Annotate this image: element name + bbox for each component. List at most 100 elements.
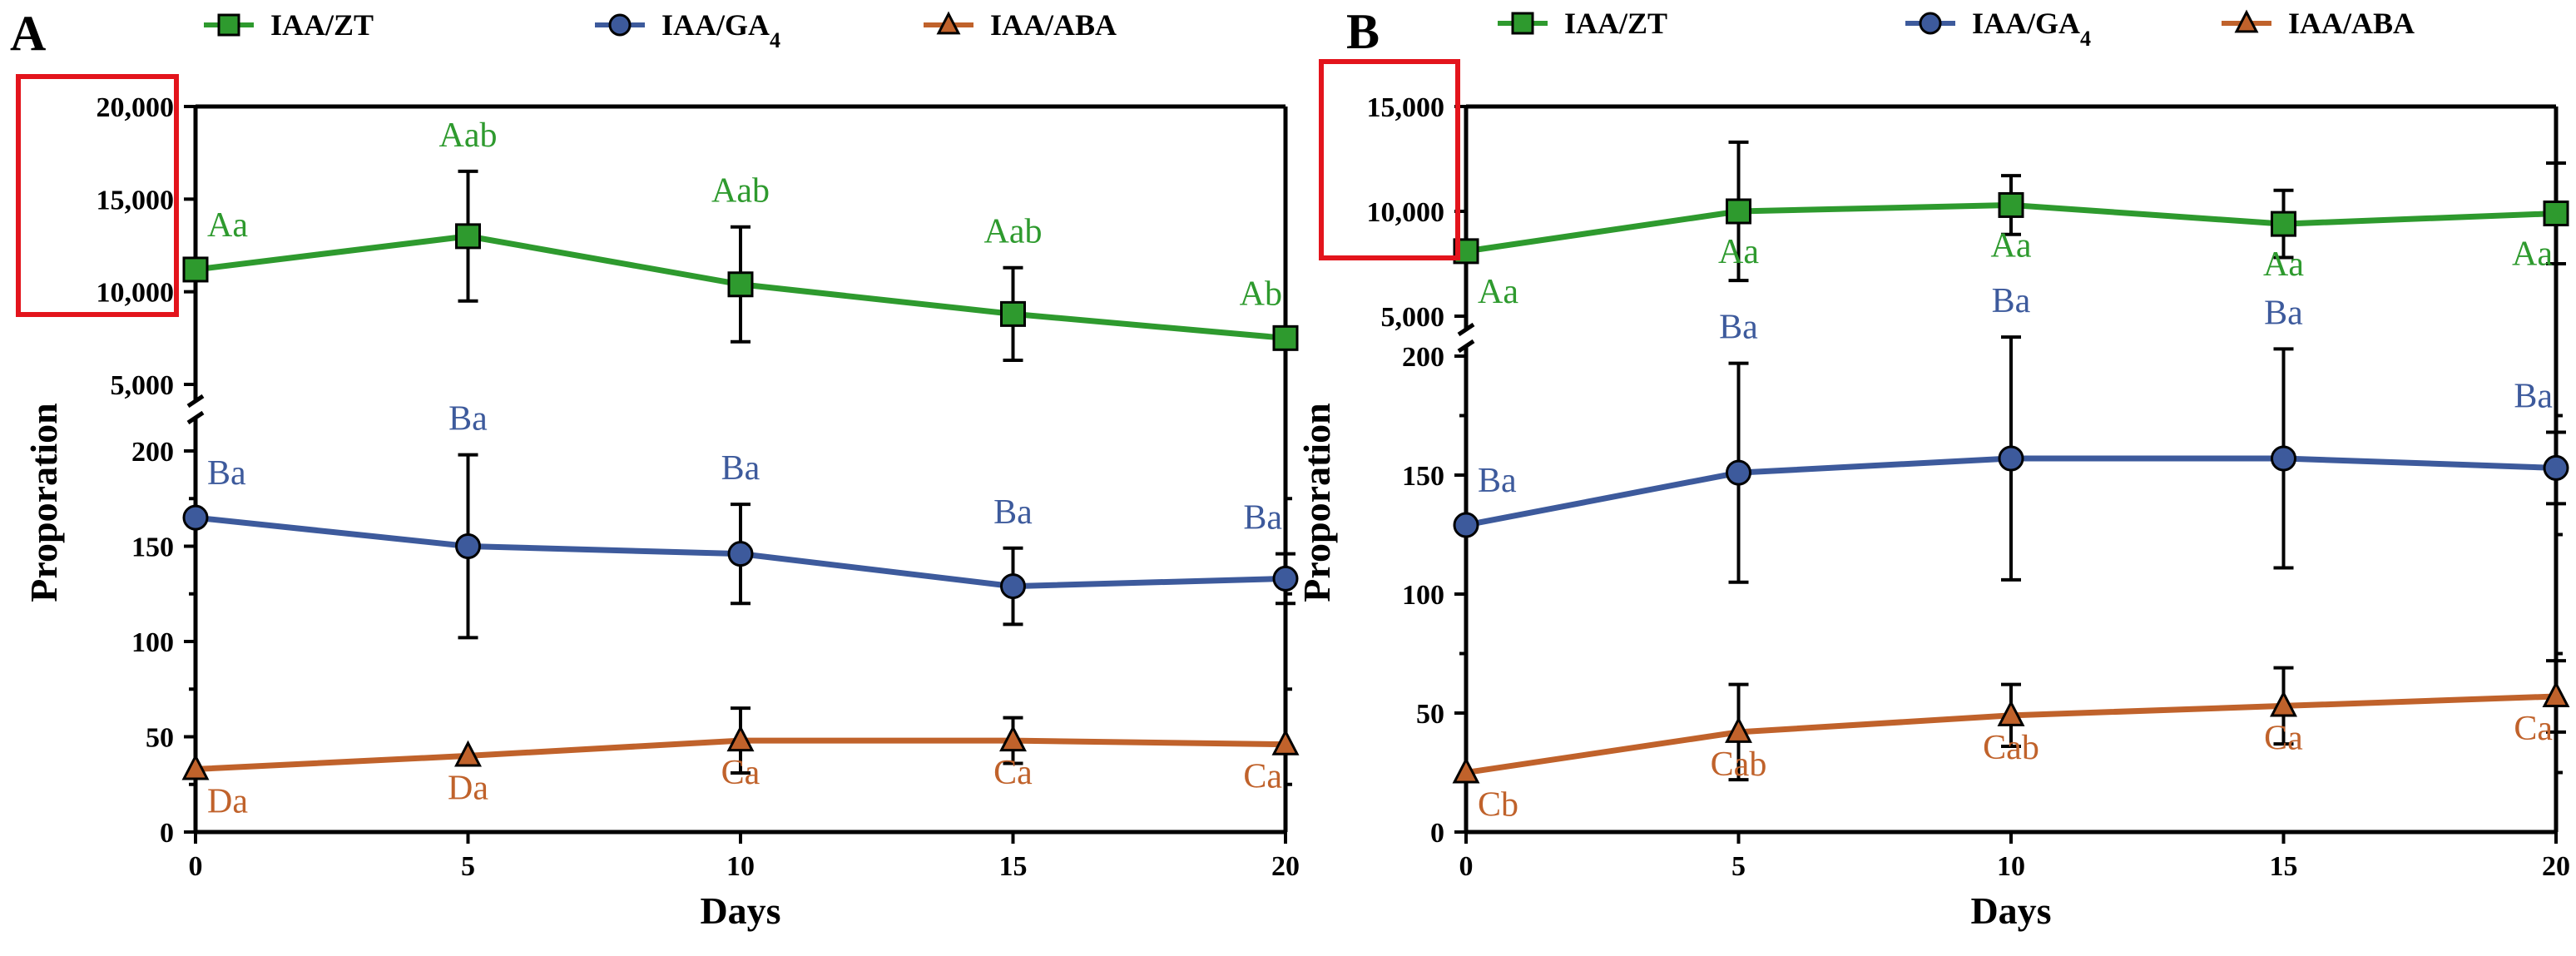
series-iaa-ga4: Ba Ba Ba Ba Ba <box>1453 282 2569 584</box>
x-tick-label: 5 <box>1731 851 1746 882</box>
legend-label: IAA/GA4 <box>661 8 780 52</box>
data-point <box>455 533 481 559</box>
significance-label: Da <box>207 782 248 820</box>
legend-item-iaa-aba: IAA/ABA <box>924 8 1117 42</box>
y-axis-title: Proporation <box>1295 403 1338 602</box>
data-point <box>181 753 210 780</box>
data-point <box>1726 459 1751 486</box>
data-point <box>1000 300 1026 327</box>
x-tick-label: 0 <box>189 851 203 882</box>
data-point <box>1725 716 1752 743</box>
significance-label: Cab <box>1711 745 1767 784</box>
series-iaa-zt: Aa Aa Aa Aa Aa <box>1453 140 2569 311</box>
y-tick-label: 20,000 <box>97 92 175 123</box>
series-iaa-ga4: Ba Ba Ba Ba Ba <box>182 400 1299 640</box>
highlight-box <box>16 74 179 317</box>
data-point <box>1271 729 1300 755</box>
y-tick-label: 10,000 <box>97 278 175 309</box>
y-tick-label: 50 <box>146 723 174 754</box>
data-point <box>999 725 1027 752</box>
x-tick-label: 15 <box>2270 851 2298 882</box>
y-tick-label: 5,000 <box>111 370 175 401</box>
significance-label: Aab <box>984 213 1043 251</box>
x-tick-label: 5 <box>461 851 475 882</box>
series-iaa-aba: Cb Cab Cab Ca Ca <box>1452 659 2570 825</box>
legend-marker-square-icon <box>217 13 240 37</box>
axis-break-mark <box>186 394 205 409</box>
panel-b: B IAA/ZT IAA/GA4 IAA/ABA 5,000 10,000 15,000 0 5… <box>1295 4 2570 932</box>
significance-label: Da <box>448 769 488 807</box>
panel-a: A IAA/ZT IAA/GA4 IAA/ABA 5,000 10,000 15,000 20… <box>10 6 1300 932</box>
significance-label: Ba <box>1478 462 1517 500</box>
data-point <box>1452 756 1480 784</box>
x-tick-label: 20 <box>2542 851 2570 882</box>
data-point <box>726 725 755 752</box>
data-point <box>2271 445 2296 472</box>
significance-label: Ba <box>207 454 246 493</box>
legend-marker-circle-icon <box>1919 12 1942 35</box>
data-point <box>1997 700 2025 726</box>
significance-label: Ba <box>721 449 760 488</box>
significance-label: Aa <box>1718 233 1759 271</box>
legend-label: IAA/ZT <box>270 8 374 42</box>
significance-label: Cb <box>1478 786 1518 825</box>
legend-label-subscript: 4 <box>2080 27 2091 51</box>
x-tick-label: 15 <box>999 851 1028 882</box>
x-tick-label: 10 <box>726 851 755 882</box>
data-point <box>182 256 209 283</box>
significance-label: Ab <box>1240 275 1282 313</box>
y-tick-label: 15,000 <box>1367 92 1445 123</box>
panel-letter: B <box>1346 4 1380 59</box>
y-axis-title: Proporation <box>22 403 65 602</box>
legend-item-iaa-zt: IAA/ZT <box>204 8 374 42</box>
significance-label: Aa <box>1991 226 2032 265</box>
legend-item-iaa-ga4: IAA/GA4 <box>1905 7 2091 51</box>
significance-label: Ba <box>2514 378 2553 416</box>
panel-letter: A <box>10 6 46 61</box>
legend-item-iaa-zt: IAA/ZT <box>1498 7 1667 40</box>
axis-break-mark <box>1457 322 1475 337</box>
axis-break-mark <box>186 410 205 425</box>
y-tick-label: 150 <box>1402 461 1444 492</box>
significance-label: Ba <box>448 400 488 438</box>
significance-label: Ca <box>2514 710 2553 748</box>
significance-label: Ca <box>993 754 1033 792</box>
legend-marker-circle-icon <box>608 13 632 37</box>
legend-marker-triangle-icon <box>936 11 961 35</box>
data-point <box>2542 681 2570 708</box>
data-point <box>1000 573 1026 600</box>
y-tick-label: 50 <box>1416 699 1444 730</box>
data-point <box>1272 565 1299 592</box>
x-tick-label: 20 <box>1271 851 1300 882</box>
legend-item-iaa-ga4: IAA/GA4 <box>595 8 780 52</box>
y-tick-label: 100 <box>131 627 174 658</box>
significance-label: Aab <box>711 172 770 211</box>
y-tick-label: 0 <box>1430 818 1444 849</box>
legend-label: IAA/ZT <box>1564 7 1667 40</box>
x-tick-label: 0 <box>1459 851 1474 882</box>
y-tick-label: 15,000 <box>97 185 175 215</box>
data-point <box>454 740 482 767</box>
series-iaa-aba: Da Da Ca Ca Ca <box>181 706 1300 820</box>
series-iaa-zt: Aa Aab Aab Aab Ab <box>182 116 1299 363</box>
data-point <box>1998 445 2024 472</box>
data-point <box>1998 191 2024 218</box>
significance-label: Aa <box>207 206 248 245</box>
x-axis-title: Days <box>1970 889 2051 932</box>
data-point <box>2270 690 2297 717</box>
significance-label: Ca <box>1243 758 1282 796</box>
data-point <box>455 223 481 250</box>
legend-item-iaa-aba: IAA/ABA <box>2222 7 2415 40</box>
legend-label: IAA/ABA <box>2288 7 2415 40</box>
y-tick-label: 100 <box>1402 580 1444 611</box>
data-point <box>2543 454 2569 481</box>
y-tick-label: 5,000 <box>1381 302 1445 333</box>
x-tick-label: 10 <box>1997 851 2025 882</box>
significance-label: Ba <box>1992 282 2031 320</box>
data-point <box>727 271 754 298</box>
data-point <box>182 504 209 531</box>
legend-marker-triangle-icon <box>2234 9 2259 33</box>
significance-label: Ba <box>993 493 1033 532</box>
significance-label: Ba <box>2264 294 2303 332</box>
